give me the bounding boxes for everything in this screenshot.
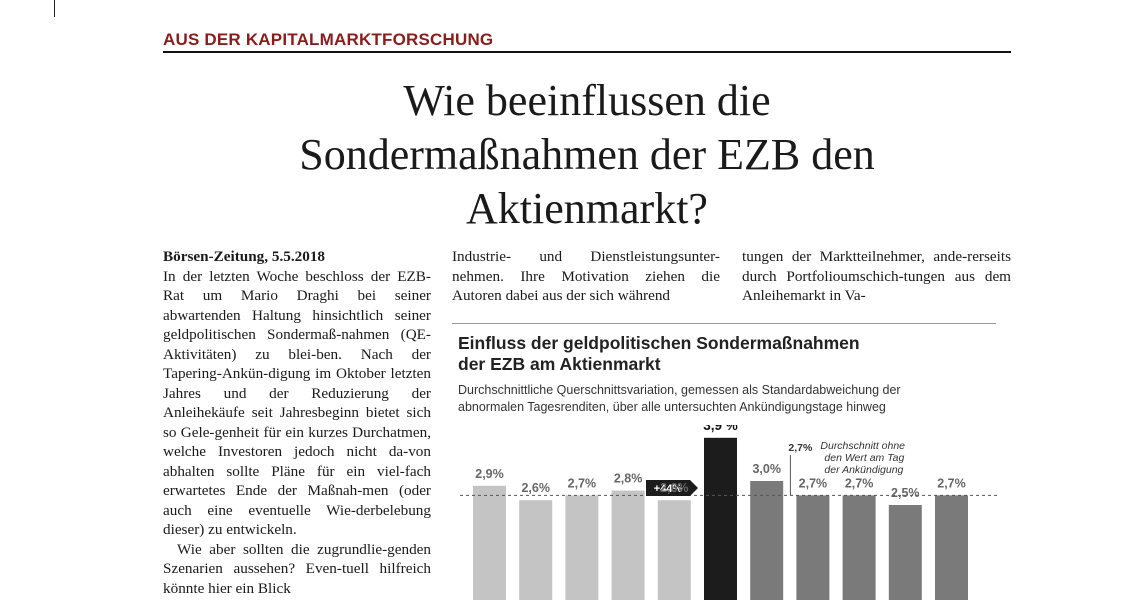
bar-labels-layer: 2,9% 2,6% 2,7% 2,8% 2,6% 3,9 % 3,0% 2,7% 2,7% 2,5… — [475, 425, 966, 500]
bar — [888, 505, 922, 600]
bar-value-label: 2,7% — [799, 476, 828, 490]
bar — [473, 485, 506, 600]
chart-title: Einfluss der geldpolitischen Sondermaßna… — [458, 333, 998, 375]
bar-value-label: 2,8% — [614, 472, 643, 486]
bar-value-label: 2,9% — [475, 467, 504, 481]
bar — [657, 500, 691, 600]
bar — [611, 490, 645, 600]
column-3-text: tungen der Marktteilnehmer, ande-rerseit… — [742, 248, 1011, 304]
bars-layer — [473, 437, 968, 600]
bar — [750, 481, 784, 600]
annotation-value: 2,7% — [788, 442, 813, 454]
section-rule — [163, 51, 1011, 53]
bar — [519, 500, 553, 600]
increase-badge-shape — [646, 480, 698, 496]
bar — [796, 495, 830, 600]
bar-value-label: 2,6% — [660, 481, 689, 495]
paragraph-2: Wie aber sollten die zugrundlie-genden S… — [163, 540, 431, 597]
section-label: AUS DER KAPITALMARKTFORSCHUNG — [163, 30, 494, 49]
chart-title-line-1: Einfluss der geldpolitischen Sondermaßna… — [458, 333, 860, 353]
bar-value-label: 2,7% — [568, 476, 597, 490]
annotation-line-3: der Ankündigung — [824, 464, 903, 476]
headline-line-1: Wie beeinflussen die — [403, 76, 771, 125]
dateline: Börsen-Zeitung, 5.5.2018 — [163, 248, 326, 265]
chart-subtitle-line-2: abnormalen Tagesrenditen, über alle unte… — [458, 400, 886, 414]
bar-chart: 2,7% Durchschnitt ohne den Wert am Tag d… — [460, 425, 997, 600]
bar-value-label: 3,0% — [752, 462, 781, 476]
bar-value-label: 2,6% — [521, 481, 550, 495]
annotation-line-1: Durchschnitt ohne — [820, 440, 905, 452]
chart-top-rule — [452, 323, 996, 324]
headline-line-2: Sondermaßnahmen der EZB den — [299, 130, 875, 179]
bar-value-label: 3,9 % — [703, 425, 738, 433]
bar-value-label: 2,5% — [891, 486, 920, 500]
bar — [842, 495, 876, 600]
bar — [935, 495, 968, 600]
chart-title-line-2: der EZB am Aktienmarkt — [458, 354, 661, 374]
increase-badge-label: +44% — [654, 483, 683, 495]
article-column-1: Börsen-Zeitung, 5.5.2018 In der letzten … — [163, 247, 431, 598]
article-column-2: Industrie- und Dienstleistungsunter-nehm… — [452, 247, 720, 306]
bar-value-label: 2,7% — [937, 476, 966, 490]
bar — [565, 495, 599, 600]
headline-line-3: Aktienmarkt? — [466, 184, 708, 233]
column-2-text: Industrie- und Dienstleistungsunter-nehm… — [452, 248, 720, 304]
page-edge-mark — [54, 0, 55, 17]
paragraph-1: In der letzten Woche beschloss der EZB-R… — [163, 267, 431, 539]
chart-subtitle-line-1: Durchschnittliche Querschnittsvariation,… — [458, 383, 901, 397]
increase-badge: +44% — [646, 480, 698, 496]
bar — [704, 437, 737, 600]
article-column-3: tungen der Marktteilnehmer, ande-rerseit… — [742, 247, 1011, 306]
annotation-line-2: den Wert am Tag — [824, 452, 904, 464]
chart-subtitle: Durchschnittliche Querschnittsvariation,… — [458, 382, 998, 416]
bar-value-label: 2,7% — [845, 476, 874, 490]
headline: Wie beeinflussen die Sondermaßnahmen der… — [163, 74, 1011, 236]
